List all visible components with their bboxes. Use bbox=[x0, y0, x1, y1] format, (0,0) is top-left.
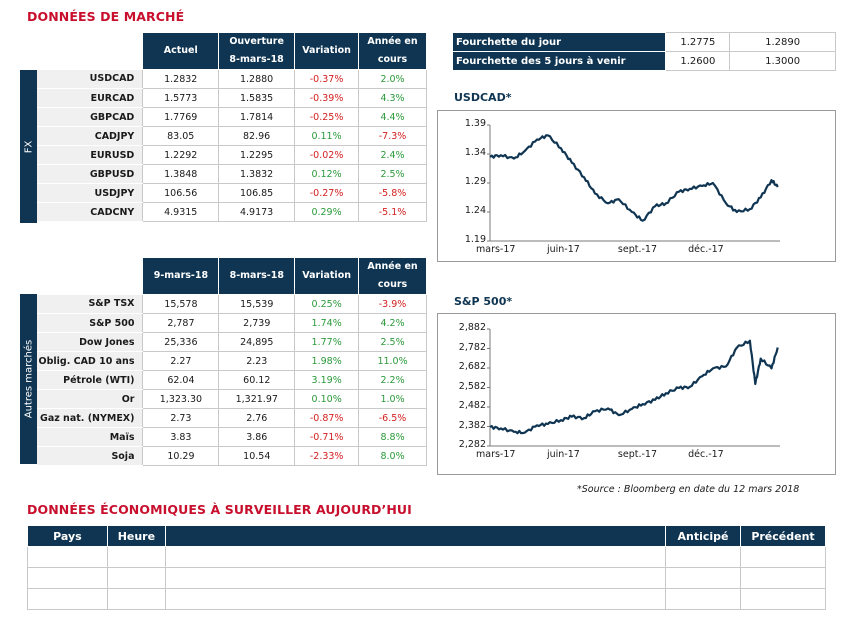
autres-header-date1: 9-mars-18 bbox=[142, 257, 220, 295]
x-tick-label: déc.-17 bbox=[688, 244, 724, 255]
eco-row bbox=[27, 588, 827, 610]
autres-row: S&P 500 2,787 2,739 1.74% 4.2% bbox=[37, 313, 427, 333]
x-tick-label: mars-17 bbox=[476, 449, 516, 460]
x-tick-label: déc.-17 bbox=[688, 449, 724, 460]
eco-header-heure: Heure bbox=[106, 525, 166, 547]
sp500-chart-title: S&P 500* bbox=[454, 295, 513, 308]
fx-header-actuel: Actuel bbox=[142, 32, 220, 70]
autres-row-name: Or bbox=[37, 389, 143, 409]
autres-row: Or 1,323.30 1,321.97 0.10% 1.0% bbox=[37, 389, 427, 409]
autres-row: Dow Jones 25,336 24,895 1.77% 2.5% bbox=[37, 332, 427, 352]
fx-side-label: FX bbox=[20, 70, 37, 223]
eco-header-precedent: Précédent bbox=[739, 525, 827, 547]
autres-row-name: Soja bbox=[37, 446, 143, 466]
eco-table: Pays Heure Anticipé Précédent bbox=[27, 525, 827, 610]
fx-row: GBPUSD 1.3848 1.3832 0.12% 2.5% bbox=[37, 164, 427, 184]
autres-row-name: Pétrole (WTI) bbox=[37, 370, 143, 390]
autres-row-name: Dow Jones bbox=[37, 332, 143, 352]
fx-row-variation: 0.29% bbox=[294, 202, 360, 222]
fx-row-name: GBPUSD bbox=[37, 164, 143, 184]
market-data-title: DONNÉES DE MARCHÉ bbox=[27, 9, 185, 24]
usdcad-chart-frame bbox=[437, 110, 836, 262]
x-tick-label: mars-17 bbox=[476, 244, 516, 255]
fx-header-ouverture: Ouverture 8-mars-18 bbox=[218, 32, 296, 70]
eco-row bbox=[27, 567, 827, 589]
fx-row-name: USDCAD bbox=[37, 69, 143, 89]
autres-row-annee: 8.0% bbox=[358, 446, 427, 466]
y-tick-label: 1.19 bbox=[464, 234, 486, 245]
fx-row-name: CADJPY bbox=[37, 126, 143, 146]
autres-row-name: S&P 500 bbox=[37, 313, 143, 333]
x-tick-label: sept.-17 bbox=[617, 244, 657, 255]
y-tick-label: 2,782 bbox=[458, 341, 486, 353]
autres-row-name: Maïs bbox=[37, 427, 143, 447]
y-tick-label: 2,882 bbox=[458, 322, 486, 333]
range-row: Fourchette du jour 1.2775 1.2890 bbox=[451, 32, 836, 52]
y-tick-label: 1.24 bbox=[464, 205, 486, 216]
series-line bbox=[489, 134, 779, 222]
x-tick-label: sept.-17 bbox=[617, 449, 657, 460]
fx-row-name: GBPCAD bbox=[37, 107, 143, 127]
autres-row-name: Gaz nat. (NYMEX) bbox=[37, 408, 143, 428]
fx-table: Actuel Ouverture 8-mars-18 Variation Anné… bbox=[37, 32, 427, 222]
eco-header-pays: Pays bbox=[27, 525, 108, 547]
autres-table: 9-mars-18 8-mars-18 Variation Année en co… bbox=[37, 257, 427, 466]
range-low: 1.2600 bbox=[665, 51, 731, 71]
autres-row: Soja 10.29 10.54 -2.33% 8.0% bbox=[37, 446, 427, 466]
autres-row-name: Oblig. CAD 10 ans bbox=[37, 351, 143, 371]
autres-row: Pétrole (WTI) 62.04 60.12 3.19% 2.2% bbox=[37, 370, 427, 390]
range-row: Fourchette des 5 jours à venir 1.2600 1.30… bbox=[451, 51, 836, 71]
y-tick-label: 1.29 bbox=[464, 176, 486, 187]
autres-header-variation: Variation bbox=[294, 257, 360, 295]
fx-row-name: CADCNY bbox=[37, 202, 143, 222]
fx-row-annee: -5.1% bbox=[358, 202, 427, 222]
fx-row-name: EURCAD bbox=[37, 88, 143, 108]
source-note: *Source : Bloomberg en date du 12 mars 2… bbox=[577, 484, 800, 495]
eco-header-description bbox=[164, 525, 667, 547]
y-tick-label: 2,682 bbox=[458, 361, 486, 372]
range-label: Fourchette des 5 jours à venir bbox=[451, 51, 667, 71]
autres-side-label: Autres marchés bbox=[20, 294, 37, 464]
x-tick-label: juin-17 bbox=[546, 244, 580, 255]
fx-row-name: USDJPY bbox=[37, 183, 143, 203]
y-tick-label: 2,282 bbox=[458, 439, 486, 450]
eco-row bbox=[27, 546, 827, 568]
fx-row-name: EURUSD bbox=[37, 145, 143, 165]
autres-row: S&P TSX 15,578 15,539 0.25% -3.9% bbox=[37, 294, 427, 314]
x-tick-label: juin-17 bbox=[546, 449, 580, 460]
sp500-chart-frame bbox=[437, 313, 836, 475]
y-tick-label: 2,382 bbox=[458, 419, 486, 431]
fx-row: USDCAD 1.2832 1.2880 -0.37% 2.0% bbox=[37, 69, 427, 89]
fx-row: EURUSD 1.2292 1.2295 -0.02% 2.4% bbox=[37, 145, 427, 165]
y-tick-label: 1.39 bbox=[464, 118, 486, 129]
y-tick-label: 2,582 bbox=[458, 380, 486, 392]
range-label: Fourchette du jour bbox=[451, 32, 667, 52]
usdcad-chart-title: USDCAD* bbox=[454, 91, 512, 104]
y-tick-label: 2,482 bbox=[458, 400, 486, 411]
eco-header-anticipe: Anticipé bbox=[665, 525, 741, 547]
y-tick-label: 1.34 bbox=[464, 147, 486, 158]
range-table: Fourchette du jour 1.2775 1.2890 Fourchette… bbox=[451, 32, 836, 71]
autres-header-annee: Année en cours bbox=[358, 257, 427, 295]
series-line bbox=[489, 339, 779, 435]
autres-row-name: S&P TSX bbox=[37, 294, 143, 314]
fx-row: CADCNY 4.9315 4.9173 0.29% -5.1% bbox=[37, 202, 427, 222]
range-high: 1.3000 bbox=[729, 51, 836, 71]
eco-data-title: DONNÉES ÉCONOMIQUES À SURVEILLER AUJOURD… bbox=[27, 502, 412, 517]
